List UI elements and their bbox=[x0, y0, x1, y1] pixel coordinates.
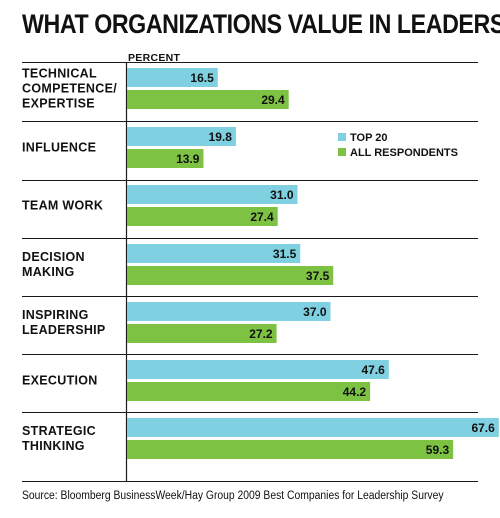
bar-all-respondents bbox=[127, 266, 334, 285]
bar-group: EXECUTION 47.6 44.2 bbox=[22, 360, 389, 401]
category-label: EXPERTISE bbox=[22, 97, 95, 111]
data-label: 29.4 bbox=[261, 93, 285, 107]
bar-group: INFLUENCE 19.8 13.9 bbox=[22, 127, 236, 168]
bar-top20 bbox=[127, 185, 298, 204]
data-label: 37.5 bbox=[306, 269, 330, 283]
category-label: EXECUTION bbox=[22, 374, 98, 388]
bar-top20 bbox=[127, 302, 331, 321]
data-label: 47.6 bbox=[361, 363, 385, 377]
category-label: TECHNICAL bbox=[22, 67, 97, 81]
category-label: DECISION bbox=[22, 250, 85, 264]
data-label: 31.5 bbox=[273, 247, 297, 261]
category-label: INSPIRING bbox=[22, 308, 89, 322]
category-label: COMPETENCE/ bbox=[22, 82, 117, 96]
data-label: 16.5 bbox=[190, 71, 214, 85]
bar-all-respondents bbox=[127, 440, 454, 459]
category-label: LEADERSHIP bbox=[22, 323, 106, 337]
category-label: INFLUENCE bbox=[22, 141, 96, 155]
source-note: Source: Bloomberg BusinessWeek/Hay Group… bbox=[22, 490, 444, 502]
legend-label: TOP 20 bbox=[350, 132, 388, 144]
unit-label: PERCENT bbox=[128, 52, 181, 64]
bar-top20 bbox=[127, 68, 218, 87]
data-label: 44.2 bbox=[343, 385, 367, 399]
data-label: 27.2 bbox=[249, 327, 273, 341]
data-label: 59.3 bbox=[426, 443, 450, 457]
legend-label: ALL RESPONDENTS bbox=[350, 147, 458, 159]
bar-all-respondents bbox=[127, 324, 277, 343]
bar-all-respondents bbox=[127, 382, 371, 401]
bar-top20 bbox=[127, 418, 499, 437]
bar-all-respondents bbox=[127, 90, 289, 109]
data-label: 31.0 bbox=[270, 188, 294, 202]
data-label: 67.6 bbox=[471, 421, 495, 435]
legend-swatch bbox=[338, 148, 346, 156]
bar-all-respondents bbox=[127, 149, 204, 168]
category-label: MAKING bbox=[22, 265, 75, 279]
data-label: 19.8 bbox=[209, 130, 233, 144]
data-label: 37.0 bbox=[303, 305, 327, 319]
category-label: THINKING bbox=[22, 439, 85, 453]
chart-title: WHAT ORGANIZATIONS VALUE IN LEADERS bbox=[22, 9, 500, 39]
bar-top20 bbox=[127, 244, 301, 263]
bar-group: TEAM WORK 31.0 27.4 bbox=[22, 185, 298, 226]
category-label: TEAM WORK bbox=[22, 199, 103, 213]
bar-top20 bbox=[127, 360, 389, 379]
category-label: STRATEGIC bbox=[22, 424, 96, 438]
data-label: 13.9 bbox=[176, 152, 200, 166]
bar-top20 bbox=[127, 127, 236, 146]
data-label: 27.4 bbox=[250, 210, 274, 224]
legend-swatch bbox=[338, 133, 346, 141]
legend: TOP 20 ALL RESPONDENTS bbox=[338, 132, 458, 159]
bar-all-respondents bbox=[127, 207, 278, 226]
